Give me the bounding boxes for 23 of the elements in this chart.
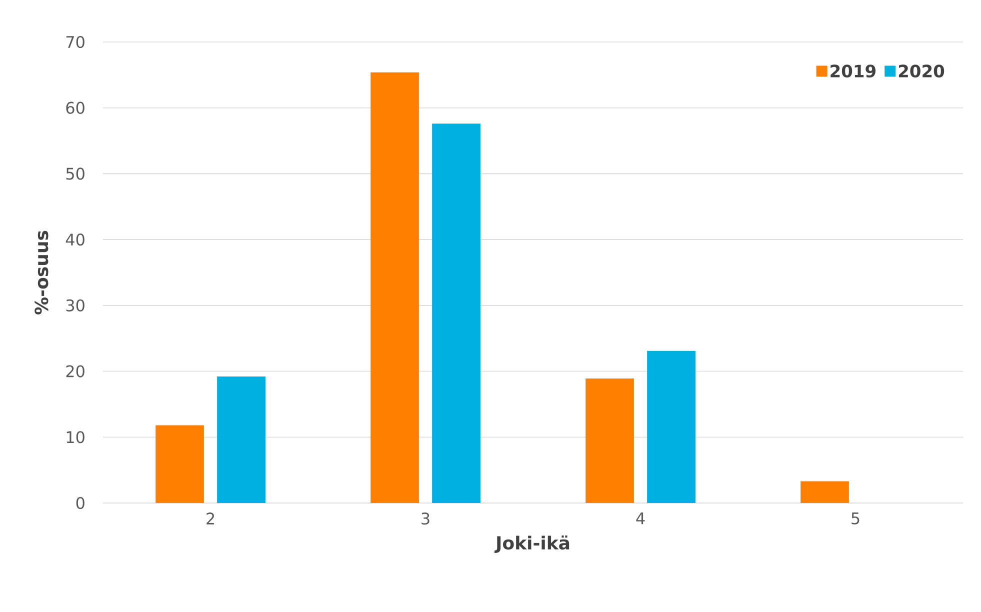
y-tick-label: 70	[66, 36, 84, 48]
legend-label: 2019	[830, 64, 876, 78]
bar	[156, 425, 204, 503]
bar	[647, 350, 696, 503]
y-tick-label: 20	[66, 365, 84, 378]
x-tick-label: 4	[636, 512, 645, 524]
bar	[370, 72, 419, 503]
x-tick-label: 2	[206, 512, 214, 524]
y-tick-label: 10	[66, 431, 84, 444]
y-tick-label: 60	[66, 102, 84, 114]
x-axis-title: Joki-ikä	[494, 535, 570, 554]
y-tick-label: 0	[76, 496, 84, 510]
y-tick-label: 40	[66, 234, 84, 246]
bar	[217, 376, 266, 503]
y-axis-title: %-osuus	[34, 230, 48, 314]
bar	[586, 378, 634, 503]
bar	[800, 481, 849, 503]
bar	[432, 124, 480, 503]
legend-label: 2020	[898, 64, 944, 78]
y-tick-label: 30	[66, 299, 84, 312]
x-tick-label: 3	[422, 512, 430, 525]
y-tick-label: 50	[66, 168, 84, 180]
x-tick-label: 5	[852, 512, 860, 524]
